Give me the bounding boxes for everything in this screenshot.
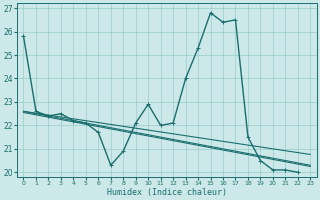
X-axis label: Humidex (Indice chaleur): Humidex (Indice chaleur) xyxy=(107,188,227,197)
